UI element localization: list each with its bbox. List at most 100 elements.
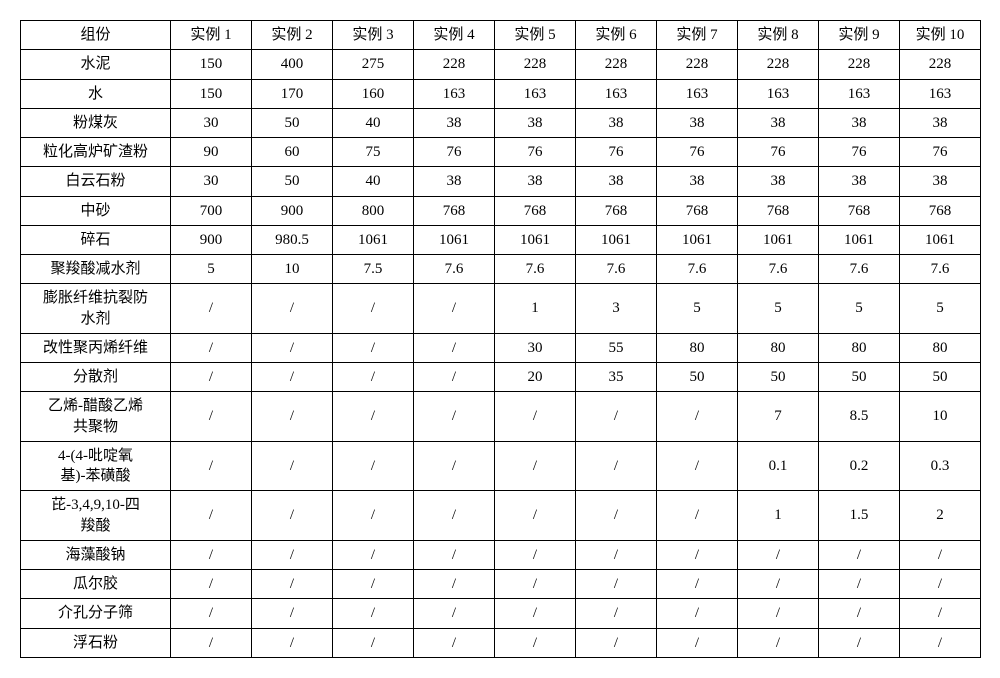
cell: 7.6 xyxy=(576,255,657,284)
table-row: 白云石粉30504038383838383838 xyxy=(21,167,981,196)
cell: 3 xyxy=(576,284,657,334)
table-row: 水150170160163163163163163163163 xyxy=(21,79,981,108)
row-label: 中砂 xyxy=(21,196,171,225)
cell: 10 xyxy=(900,392,981,442)
cell: / xyxy=(576,491,657,541)
cell: 50 xyxy=(252,108,333,137)
cell: 80 xyxy=(819,333,900,362)
cell: / xyxy=(252,540,333,569)
cell: 160 xyxy=(333,79,414,108)
cell: / xyxy=(252,363,333,392)
cell: / xyxy=(252,392,333,442)
table-header-row: 组份 实例 1 实例 2 实例 3 实例 4 实例 5 实例 6 实例 7 实例… xyxy=(21,21,981,50)
cell: / xyxy=(657,540,738,569)
cell: / xyxy=(819,628,900,657)
cell: / xyxy=(333,333,414,362)
cell: 5 xyxy=(819,284,900,334)
cell: / xyxy=(738,540,819,569)
cell: 768 xyxy=(414,196,495,225)
cell: / xyxy=(495,491,576,541)
cell: / xyxy=(333,284,414,334)
cell: 76 xyxy=(738,138,819,167)
cell: / xyxy=(414,284,495,334)
cell: 60 xyxy=(252,138,333,167)
cell: 80 xyxy=(900,333,981,362)
row-label: 水 xyxy=(21,79,171,108)
cell: / xyxy=(819,540,900,569)
table-row: 瓜尔胶////////// xyxy=(21,570,981,599)
cell: / xyxy=(657,441,738,491)
cell: 980.5 xyxy=(252,225,333,254)
col-header: 实例 3 xyxy=(333,21,414,50)
cell: / xyxy=(495,540,576,569)
cell: / xyxy=(171,284,252,334)
cell: 7.6 xyxy=(414,255,495,284)
table-row: 分散剂////203550505050 xyxy=(21,363,981,392)
cell: 38 xyxy=(576,167,657,196)
cell: / xyxy=(171,599,252,628)
cell: / xyxy=(900,599,981,628)
cell: 1061 xyxy=(900,225,981,254)
cell: 228 xyxy=(495,50,576,79)
cell: / xyxy=(252,333,333,362)
cell: 35 xyxy=(576,363,657,392)
cell: 1061 xyxy=(819,225,900,254)
cell: / xyxy=(333,363,414,392)
cell: 1061 xyxy=(414,225,495,254)
cell: 5 xyxy=(900,284,981,334)
table-row: 聚羧酸减水剂5107.57.67.67.67.67.67.67.6 xyxy=(21,255,981,284)
cell: / xyxy=(657,392,738,442)
cell: / xyxy=(252,491,333,541)
cell: / xyxy=(576,392,657,442)
cell: / xyxy=(171,333,252,362)
cell: 7.6 xyxy=(819,255,900,284)
cell: 228 xyxy=(576,50,657,79)
cell: / xyxy=(171,570,252,599)
cell: 228 xyxy=(738,50,819,79)
cell: / xyxy=(414,599,495,628)
cell: 38 xyxy=(819,167,900,196)
cell: 50 xyxy=(252,167,333,196)
cell: 7.6 xyxy=(738,255,819,284)
cell: 768 xyxy=(738,196,819,225)
row-label: 白云石粉 xyxy=(21,167,171,196)
table-row: 介孔分子筛////////// xyxy=(21,599,981,628)
composition-table: 组份 实例 1 实例 2 实例 3 实例 4 实例 5 实例 6 实例 7 实例… xyxy=(20,20,981,658)
cell: 30 xyxy=(171,108,252,137)
cell: / xyxy=(171,491,252,541)
cell: / xyxy=(495,392,576,442)
cell: / xyxy=(333,491,414,541)
row-label: 浮石粉 xyxy=(21,628,171,657)
col-header: 实例 7 xyxy=(657,21,738,50)
cell: / xyxy=(414,628,495,657)
cell: 1 xyxy=(495,284,576,334)
cell: 150 xyxy=(171,50,252,79)
cell: / xyxy=(576,441,657,491)
cell: 5 xyxy=(657,284,738,334)
row-label: 海藻酸钠 xyxy=(21,540,171,569)
cell: / xyxy=(414,570,495,599)
cell: 38 xyxy=(657,167,738,196)
cell: 38 xyxy=(657,108,738,137)
cell: 170 xyxy=(252,79,333,108)
cell: 55 xyxy=(576,333,657,362)
table-row: 中砂700900800768768768768768768768 xyxy=(21,196,981,225)
cell: 0.2 xyxy=(819,441,900,491)
cell: / xyxy=(252,628,333,657)
cell: 38 xyxy=(738,108,819,137)
cell: 76 xyxy=(819,138,900,167)
cell: / xyxy=(657,599,738,628)
cell: / xyxy=(576,628,657,657)
cell: 228 xyxy=(900,50,981,79)
cell: 38 xyxy=(819,108,900,137)
cell: / xyxy=(171,441,252,491)
cell: / xyxy=(333,441,414,491)
cell: 1 xyxy=(738,491,819,541)
cell: / xyxy=(657,491,738,541)
cell: 228 xyxy=(657,50,738,79)
col-header: 实例 4 xyxy=(414,21,495,50)
cell: 768 xyxy=(819,196,900,225)
cell: / xyxy=(657,628,738,657)
cell: 0.3 xyxy=(900,441,981,491)
cell: / xyxy=(900,540,981,569)
